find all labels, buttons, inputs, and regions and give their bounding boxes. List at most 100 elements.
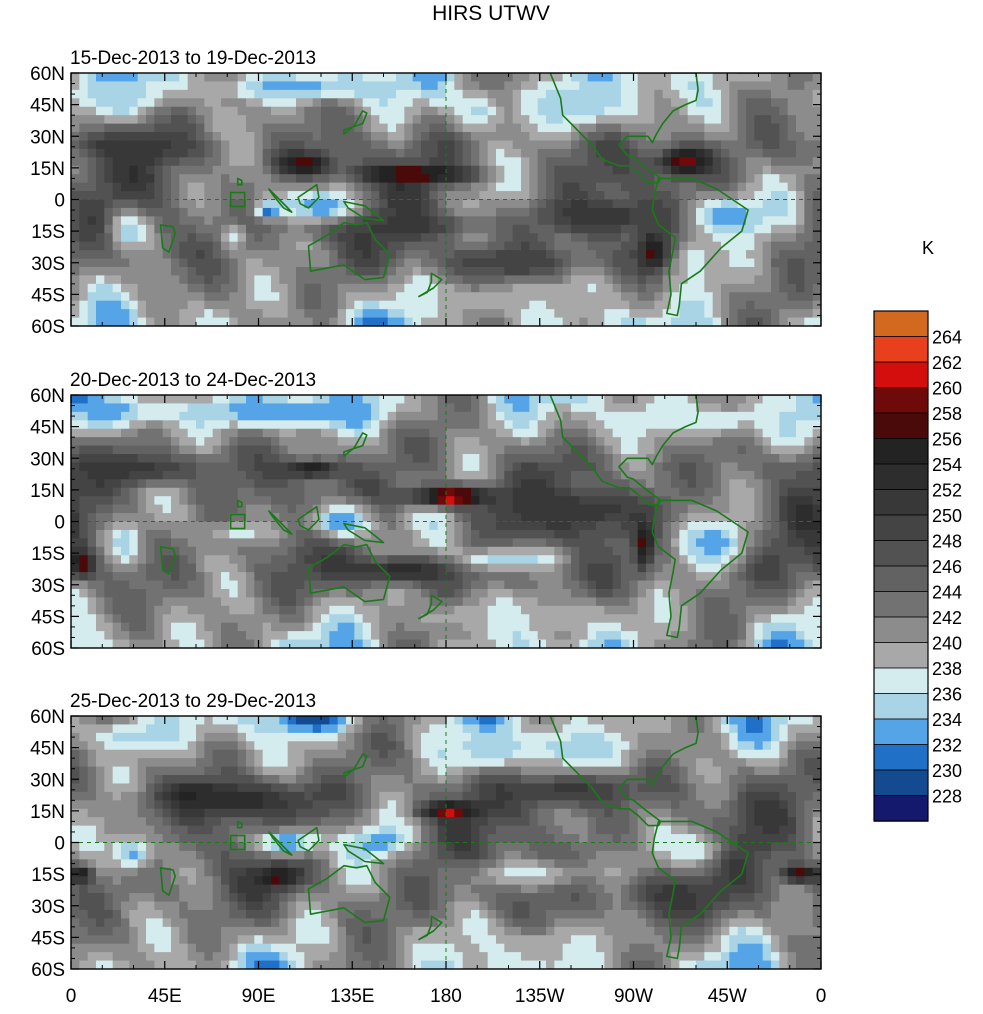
field-cell bbox=[529, 216, 539, 226]
field-cell bbox=[237, 462, 247, 472]
field-cell bbox=[529, 73, 539, 83]
field-cell bbox=[571, 538, 580, 548]
field-cell bbox=[204, 580, 214, 590]
field-cell bbox=[146, 496, 155, 506]
field-cell bbox=[604, 470, 614, 480]
field-cell bbox=[471, 216, 480, 226]
field-cell bbox=[279, 317, 289, 326]
field-cell bbox=[246, 513, 255, 523]
field-cell bbox=[521, 250, 530, 260]
field-cell bbox=[571, 317, 580, 326]
field-cell bbox=[487, 283, 497, 293]
field-cell bbox=[521, 216, 530, 226]
field-cell bbox=[696, 81, 705, 91]
field-cell bbox=[204, 487, 214, 497]
field-cell bbox=[421, 504, 430, 514]
field-cell bbox=[704, 148, 714, 158]
field-cell bbox=[112, 207, 122, 217]
field-cell bbox=[379, 588, 389, 598]
field-cell bbox=[704, 191, 714, 201]
field-cell bbox=[429, 300, 439, 310]
field-cell bbox=[812, 437, 821, 447]
field-cell bbox=[212, 309, 222, 319]
field-cell bbox=[196, 199, 205, 209]
field-cell bbox=[579, 521, 589, 531]
field-cell bbox=[104, 106, 114, 116]
field-cell bbox=[221, 98, 230, 108]
field-cell bbox=[379, 140, 389, 150]
field-cell bbox=[154, 462, 164, 472]
field-cell bbox=[329, 445, 339, 455]
field-cell bbox=[521, 445, 530, 455]
field-cell bbox=[221, 182, 230, 192]
field-cell bbox=[121, 555, 130, 565]
field-cell bbox=[154, 106, 164, 116]
field-cell bbox=[396, 487, 405, 497]
field-cell bbox=[321, 538, 330, 548]
figure-title: HIRS UTWV bbox=[432, 2, 550, 25]
field-cell bbox=[696, 555, 705, 565]
field-cell bbox=[762, 504, 772, 514]
field-cell bbox=[662, 395, 672, 405]
field-cell bbox=[279, 555, 289, 565]
field-cell bbox=[437, 148, 447, 158]
field-cell bbox=[587, 487, 597, 497]
field-cell bbox=[746, 454, 755, 464]
field-cell bbox=[296, 504, 305, 514]
field-cell bbox=[804, 174, 814, 184]
field-cell bbox=[304, 275, 314, 285]
field-cell bbox=[637, 283, 647, 293]
field-cell bbox=[546, 216, 555, 226]
field-cell bbox=[754, 487, 764, 497]
field-cell bbox=[396, 191, 405, 201]
field-cell bbox=[354, 165, 364, 175]
field-cell bbox=[646, 191, 655, 201]
field-cell bbox=[279, 207, 289, 217]
field-cell bbox=[604, 487, 614, 497]
field-cell bbox=[712, 300, 722, 310]
field-cell bbox=[512, 106, 522, 116]
field-cell bbox=[271, 275, 280, 285]
field-cell bbox=[762, 182, 772, 192]
field-cell bbox=[579, 123, 589, 133]
field-cell bbox=[387, 504, 397, 514]
field-cell bbox=[704, 487, 714, 497]
field-cell bbox=[796, 538, 805, 548]
field-cell bbox=[137, 157, 147, 167]
field-cell bbox=[671, 445, 680, 455]
field-cell bbox=[429, 555, 439, 565]
field-cell bbox=[796, 115, 805, 125]
field-cell bbox=[637, 182, 647, 192]
field-cell bbox=[337, 521, 347, 531]
field-cell bbox=[554, 157, 564, 167]
field-cell bbox=[646, 283, 655, 293]
field-cell bbox=[487, 275, 497, 285]
field-cell bbox=[104, 266, 114, 276]
field-cell bbox=[412, 309, 422, 319]
field-cell bbox=[637, 81, 647, 91]
field-cell bbox=[171, 73, 180, 83]
field-cell bbox=[212, 174, 222, 184]
field-cell bbox=[637, 191, 647, 201]
field-cell bbox=[712, 437, 722, 447]
field-cell bbox=[112, 479, 122, 489]
field-cell bbox=[121, 563, 130, 573]
field-cell bbox=[71, 98, 80, 108]
field-cell bbox=[712, 283, 722, 293]
field-cell bbox=[396, 445, 405, 455]
field-cell bbox=[746, 275, 755, 285]
field-cell bbox=[654, 224, 664, 234]
field-cell bbox=[212, 513, 222, 523]
field-cell bbox=[329, 470, 339, 480]
field-cell bbox=[737, 241, 747, 251]
field-cell bbox=[521, 479, 530, 489]
field-cell bbox=[421, 73, 430, 83]
field-cell bbox=[79, 428, 89, 438]
field-cell bbox=[212, 428, 222, 438]
field-cell bbox=[354, 513, 364, 523]
field-cell bbox=[462, 470, 472, 480]
field-cell bbox=[621, 258, 630, 268]
field-cell bbox=[812, 529, 821, 539]
field-cell bbox=[504, 496, 514, 506]
field-cell bbox=[254, 258, 264, 268]
